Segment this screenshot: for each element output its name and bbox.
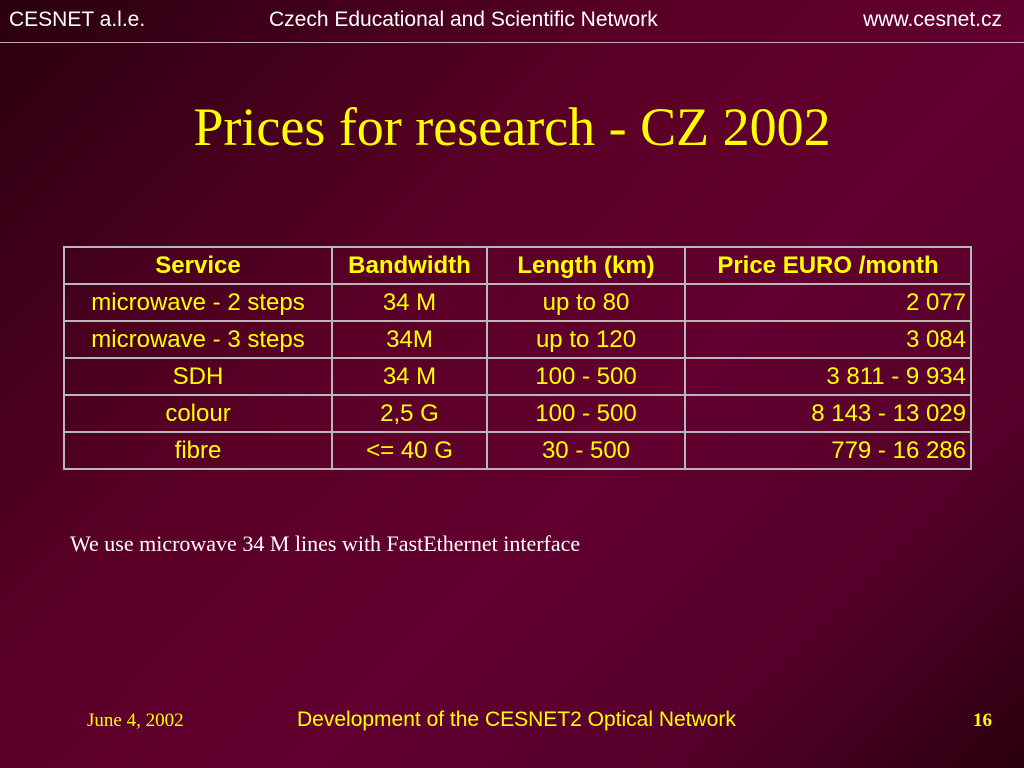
column-header-price: Price EURO /month	[684, 246, 972, 285]
cell-bandwidth: <= 40 G	[331, 431, 488, 470]
cell-bandwidth: 34 M	[331, 357, 488, 396]
cell-price: 779 - 16 286	[684, 431, 972, 470]
slide-title: Prices for research - CZ 2002	[193, 97, 831, 157]
page-number: 16	[973, 710, 992, 731]
cell-length: 100 - 500	[486, 394, 686, 433]
prices-table: Service Bandwidth Length (km) Price EURO…	[63, 246, 972, 470]
cell-price: 8 143 - 13 029	[684, 394, 972, 433]
table-row: microwave - 3 steps 34M up to 120 3 084	[63, 320, 972, 359]
table-row: colour 2,5 G 100 - 500 8 143 - 13 029	[63, 394, 972, 433]
cell-price: 3 811 - 9 934	[684, 357, 972, 396]
column-header-service: Service	[63, 246, 333, 285]
footer-date: June 4, 2002	[87, 710, 184, 731]
column-header-bandwidth: Bandwidth	[331, 246, 488, 285]
header-website: www.cesnet.cz	[863, 8, 1002, 31]
header-divider	[0, 42, 1024, 43]
cell-service: SDH	[63, 357, 333, 396]
cell-length: up to 120	[486, 320, 686, 359]
header-network-name: Czech Educational and Scientific Network	[269, 8, 658, 31]
cell-length: 100 - 500	[486, 357, 686, 396]
cell-service: fibre	[63, 431, 333, 470]
cell-length: up to 80	[486, 283, 686, 322]
cell-bandwidth: 34M	[331, 320, 488, 359]
footer-presentation-title: Development of the CESNET2 Optical Netwo…	[297, 708, 736, 731]
table-header-row: Service Bandwidth Length (km) Price EURO…	[63, 246, 972, 285]
cell-bandwidth: 2,5 G	[331, 394, 488, 433]
header-organization: CESNET a.l.e.	[9, 8, 146, 31]
cell-length: 30 - 500	[486, 431, 686, 470]
cell-service: colour	[63, 394, 333, 433]
cell-service: microwave - 2 steps	[63, 283, 333, 322]
cell-service: microwave - 3 steps	[63, 320, 333, 359]
slide-note: We use microwave 34 M lines with FastEth…	[70, 531, 581, 556]
table-row: SDH 34 M 100 - 500 3 811 - 9 934	[63, 357, 972, 396]
table-row: microwave - 2 steps 34 M up to 80 2 077	[63, 283, 972, 322]
cell-price: 3 084	[684, 320, 972, 359]
column-header-length: Length (km)	[486, 246, 686, 285]
slide-header: CESNET a.l.e. Czech Educational and Scie…	[0, 0, 1024, 42]
cell-bandwidth: 34 M	[331, 283, 488, 322]
table-row: fibre <= 40 G 30 - 500 779 - 16 286	[63, 431, 972, 470]
cell-price: 2 077	[684, 283, 972, 322]
